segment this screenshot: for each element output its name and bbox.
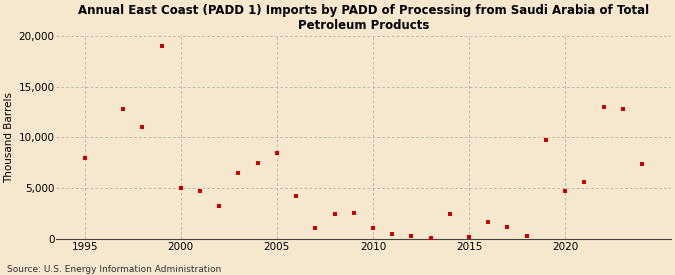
Point [348, 211, 359, 216]
Point [233, 171, 244, 175]
Point [156, 44, 167, 48]
Point [310, 226, 321, 230]
Point [368, 226, 379, 230]
Point [425, 236, 436, 240]
Point [483, 219, 493, 224]
Point [444, 212, 455, 217]
Point [271, 150, 282, 155]
Y-axis label: Thousand Barrels: Thousand Barrels [4, 92, 14, 183]
Point [464, 235, 475, 239]
Point [214, 204, 225, 208]
Point [387, 232, 398, 236]
Point [637, 162, 647, 166]
Point [252, 161, 263, 165]
Point [291, 194, 302, 199]
Point [79, 156, 90, 160]
Point [194, 189, 205, 193]
Point [117, 107, 128, 111]
Text: Source: U.S. Energy Information Administration: Source: U.S. Energy Information Administ… [7, 265, 221, 274]
Title: Annual East Coast (PADD 1) Imports by PADD of Processing from Saudi Arabia of To: Annual East Coast (PADD 1) Imports by PA… [78, 4, 649, 32]
Point [598, 105, 609, 109]
Point [579, 180, 590, 184]
Point [137, 125, 148, 130]
Point [176, 186, 186, 190]
Point [618, 107, 628, 111]
Point [406, 233, 416, 238]
Point [329, 212, 340, 217]
Point [502, 224, 513, 229]
Point [521, 233, 532, 238]
Point [541, 138, 551, 143]
Point [560, 189, 570, 193]
